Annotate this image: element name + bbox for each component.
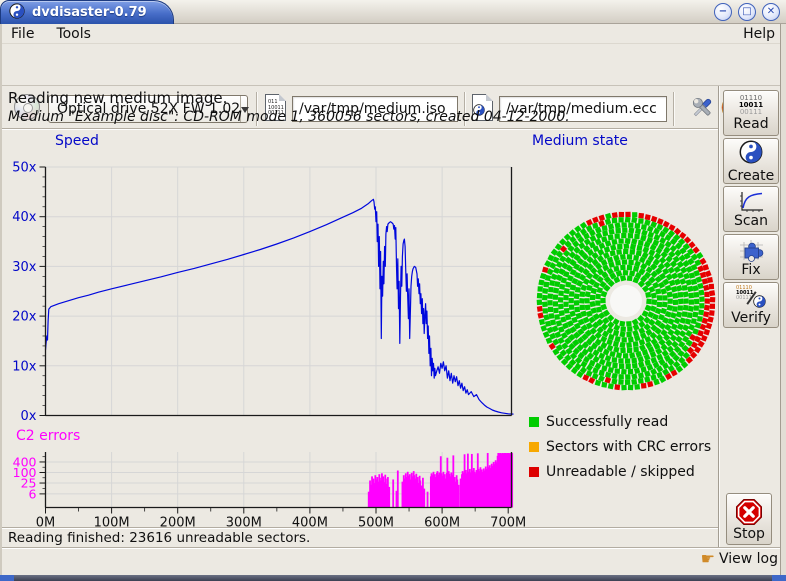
titlebar-tab: dvdisaster-0.79 <box>0 0 174 24</box>
window-frame-right <box>780 24 786 575</box>
resize-grip-left[interactable] <box>0 575 14 581</box>
svg-text:0M: 0M <box>36 516 56 531</box>
svg-text:300M: 300M <box>226 516 262 531</box>
optical-disc-icon <box>14 94 40 120</box>
speed-chart-title: Speed <box>55 133 99 149</box>
drive-select[interactable]: Optical drive 52X FW 1.02 <box>48 95 248 123</box>
menu-tools[interactable]: Tools <box>56 25 91 42</box>
titlebar: dvdisaster-0.79 − □ ✕ <box>0 0 786 24</box>
ecc-file-input[interactable] <box>499 96 667 122</box>
menu-help[interactable]: Help <box>743 25 775 42</box>
svg-text:30x: 30x <box>12 260 37 275</box>
yinyang-create-icon <box>739 140 763 168</box>
verify-compare-icon: 01110 10011 00111 <box>736 285 766 310</box>
toolbar-separator <box>464 92 466 126</box>
svg-text:6: 6 <box>29 486 37 501</box>
tools-icon <box>692 97 711 116</box>
legend-item-unreadable: Unreadable / skipped <box>529 463 695 481</box>
svg-text:200M: 200M <box>160 516 196 531</box>
orange-square-icon <box>529 442 539 452</box>
svg-text:10x: 10x <box>12 359 37 374</box>
separator <box>0 527 718 529</box>
svg-text:500M: 500M <box>358 516 394 531</box>
maximize-button[interactable]: □ <box>738 3 756 21</box>
svg-text:400: 400 <box>13 454 37 469</box>
svg-text:25: 25 <box>21 476 37 491</box>
toolbar-separator <box>673 92 675 126</box>
window-frame-left <box>0 24 2 575</box>
svg-text:400M: 400M <box>292 516 328 531</box>
toolbar-separator <box>256 92 258 126</box>
read-button[interactable]: 01110 10011 00111 Read <box>723 90 779 136</box>
ecc-yinyang-icon <box>473 101 492 120</box>
ecc-file-icon <box>472 94 493 121</box>
resize-grip-right[interactable] <box>772 575 786 581</box>
medium-info: Medium "Example disc": CD-ROM mode 1, 36… <box>8 109 570 125</box>
puzzle-fix-icon <box>740 239 764 262</box>
separator <box>0 547 786 549</box>
svg-text:100M: 100M <box>94 516 130 531</box>
svg-text:20x: 20x <box>12 310 37 325</box>
scan-button[interactable]: Scan <box>723 186 779 232</box>
window-frame-bottom <box>0 575 786 581</box>
toolbar: Optical drive 52X FW 1.02 011 10011 00111 <box>0 44 786 126</box>
legend-item-success: Successfully read <box>529 413 668 431</box>
status-finished: Reading finished: 23616 unreadable secto… <box>8 530 311 546</box>
menubar: File Tools Help <box>0 24 786 44</box>
legend-item-crc: Sectors with CRC errors <box>529 438 711 456</box>
sidebar-separator <box>718 86 720 548</box>
svg-text:600M: 600M <box>424 516 460 531</box>
stop-button[interactable]: Stop <box>726 493 772 545</box>
svg-text:100: 100 <box>13 465 37 480</box>
app-yinyang-icon <box>9 2 25 23</box>
window-title: dvdisaster-0.79 <box>32 5 147 20</box>
close-button[interactable]: ✕ <box>762 3 780 21</box>
menu-file[interactable]: File <box>11 25 35 42</box>
image-file-input[interactable] <box>292 96 458 122</box>
pointing-hand-icon: ☛ <box>700 549 715 568</box>
chevron-down-icon[interactable] <box>240 96 249 122</box>
verify-button[interactable]: 01110 10011 00111 Verify <box>723 282 779 328</box>
svg-text:0x: 0x <box>21 409 37 424</box>
green-square-icon <box>529 417 539 427</box>
medium-state-title: Medium state <box>532 133 628 149</box>
red-square-icon <box>529 467 539 477</box>
action-title: Reading new medium image. <box>8 89 228 107</box>
create-button[interactable]: Create <box>723 138 779 184</box>
binary-read-icon: 01110 10011 00111 <box>738 94 764 116</box>
view-log-button[interactable]: ☛ View log <box>700 549 778 568</box>
scan-chart-icon <box>740 192 763 212</box>
svg-text:50x: 50x <box>12 161 37 176</box>
image-file-icon: 011 10011 00111 <box>265 94 286 121</box>
minimize-button[interactable]: − <box>714 3 732 21</box>
svg-text:700M: 700M <box>490 516 526 531</box>
fix-button[interactable]: Fix <box>723 234 779 280</box>
svg-text:40x: 40x <box>12 210 37 225</box>
separator <box>0 128 718 130</box>
c2-chart-title: C2 errors <box>16 428 81 444</box>
medium-state-disc <box>536 211 716 391</box>
preferences-tools-button[interactable] <box>688 93 716 121</box>
drive-select-value: Optical drive 52X FW 1.02 <box>57 101 241 117</box>
stop-sign-icon <box>736 498 762 525</box>
